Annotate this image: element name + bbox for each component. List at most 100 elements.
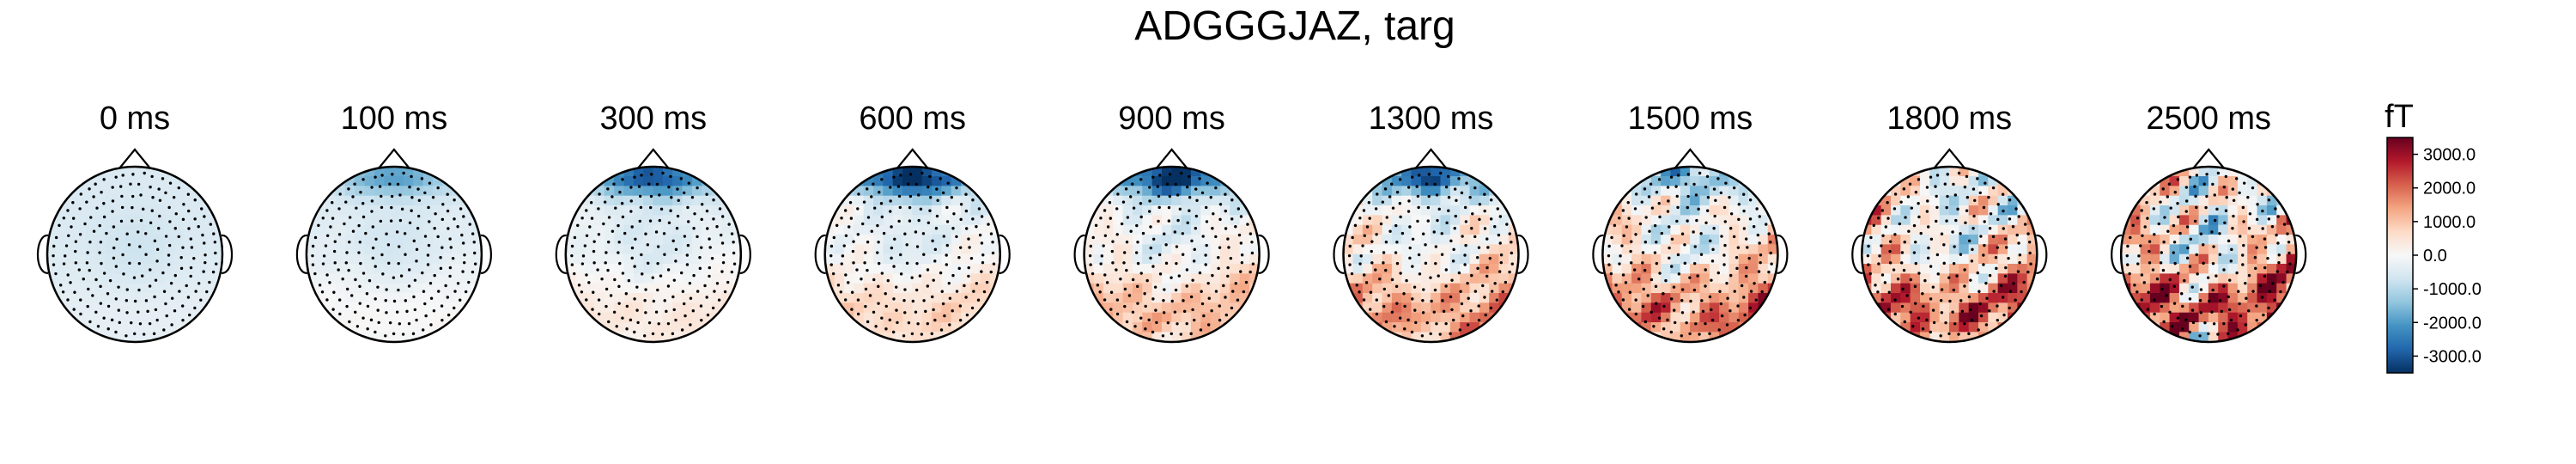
sensor-dot <box>884 327 888 331</box>
sensor-dot <box>680 328 684 332</box>
sensor-dot <box>1426 205 1431 210</box>
field-cell <box>1122 235 1133 245</box>
field-cell <box>1219 273 1230 284</box>
sensor-dot <box>917 218 920 223</box>
field-cell <box>720 312 732 323</box>
field-cell <box>173 176 184 186</box>
sensor-dot <box>1190 239 1194 243</box>
sensor-dot <box>462 260 466 265</box>
field-cell <box>1230 283 1241 294</box>
field-cell <box>1210 322 1221 333</box>
field-cell <box>95 273 106 284</box>
sensor-dot <box>1716 271 1721 275</box>
sensor-dot <box>1984 323 1989 327</box>
field-cell <box>834 312 845 323</box>
field-cell <box>951 205 962 216</box>
field-cell <box>422 235 434 245</box>
field-cell <box>702 167 713 177</box>
sensor-dot <box>1696 274 1699 278</box>
field-cell <box>1440 186 1451 197</box>
field-cell <box>2130 312 2142 323</box>
sensor-dot <box>189 237 192 241</box>
field-cell <box>2140 302 2151 314</box>
field-cell <box>1469 224 1480 235</box>
field-cell <box>1862 322 1872 333</box>
field-cell <box>1602 253 1613 265</box>
sensor-dot <box>2014 298 2017 302</box>
field-cell <box>854 167 865 177</box>
field-cell <box>990 273 1000 284</box>
field-cell <box>1891 244 1901 255</box>
field-cell <box>1239 244 1250 255</box>
field-cell <box>1631 264 1643 274</box>
nose-outline <box>2192 148 2226 169</box>
field-cell <box>461 293 472 303</box>
sensor-dot <box>1649 310 1653 314</box>
sensor-dot <box>376 308 380 312</box>
sensor-dot <box>712 217 715 221</box>
field-cell <box>163 283 174 294</box>
sensor-dot <box>1630 261 1633 265</box>
sensor-dot <box>2247 273 2251 278</box>
field-cell <box>2218 312 2229 323</box>
field-cell <box>315 176 326 186</box>
sensor-dot <box>933 259 937 263</box>
field-cell <box>941 195 952 206</box>
field-cell <box>1200 215 1212 226</box>
sensor-dot <box>951 273 955 278</box>
sensor-dot <box>711 306 715 310</box>
field-cell <box>1920 264 1930 274</box>
field-cell <box>1508 244 1519 255</box>
sensor-dot <box>1710 259 1715 263</box>
sensor-dot <box>170 323 173 327</box>
field-cell <box>1602 332 1613 342</box>
field-cell <box>1871 264 1882 274</box>
field-cell <box>1181 186 1192 197</box>
field-cell <box>720 167 732 177</box>
sensor-dot <box>672 278 677 282</box>
field-cell <box>403 235 414 245</box>
sensor-dot <box>1122 251 1127 254</box>
field-cell <box>1997 273 2008 284</box>
sensor-dot <box>1147 318 1151 322</box>
field-cell <box>1862 244 1872 255</box>
field-cell <box>702 195 713 206</box>
sensor-dot <box>842 244 846 247</box>
sensor-dot <box>2012 282 2015 285</box>
sensor-dot <box>1914 191 1918 194</box>
field-cell <box>720 224 732 235</box>
field-cell <box>1391 205 1402 216</box>
field-cell <box>1910 176 1921 186</box>
sensor-dot <box>611 229 615 233</box>
field-cell <box>1959 186 1970 197</box>
field-cell <box>1978 312 1989 323</box>
field-cell <box>1949 302 1959 314</box>
sensor-dot <box>398 322 402 326</box>
field-cell <box>1343 273 1354 284</box>
field-cell <box>873 244 884 255</box>
field-cell <box>364 283 375 294</box>
field-cell <box>1343 205 1354 216</box>
field-cell <box>574 283 586 294</box>
sensor-dot <box>52 253 55 258</box>
sensor-dot <box>889 210 892 213</box>
field-cell <box>1352 235 1364 245</box>
field-cell <box>1508 264 1519 274</box>
sensor-dot <box>1175 261 1178 266</box>
sensor-dot <box>2128 272 2131 276</box>
field-cell <box>1440 195 1451 206</box>
field-cell <box>1249 167 1260 177</box>
field-cell <box>1142 283 1153 294</box>
sensor-dot <box>968 246 971 249</box>
field-cell <box>413 302 424 314</box>
field-cell <box>682 302 693 314</box>
field-cell <box>344 215 355 226</box>
sensor-dot <box>856 298 860 302</box>
field-cell <box>1142 312 1153 323</box>
sensor-dot <box>1195 198 1199 202</box>
field-cell <box>720 235 732 245</box>
sensor-dot <box>592 290 595 294</box>
field-cell <box>1420 332 1431 342</box>
field-cell <box>183 283 194 294</box>
sensor-dot <box>980 241 984 245</box>
